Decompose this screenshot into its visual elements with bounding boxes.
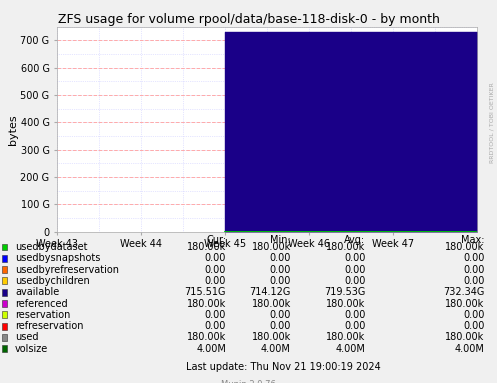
Text: 180.00k: 180.00k xyxy=(445,298,485,309)
Text: 180.00k: 180.00k xyxy=(445,242,485,252)
Text: 715.51G: 715.51G xyxy=(184,287,226,297)
Text: 0.00: 0.00 xyxy=(205,321,226,331)
Text: 0.00: 0.00 xyxy=(344,321,365,331)
Text: 0.00: 0.00 xyxy=(205,265,226,275)
Text: 0.00: 0.00 xyxy=(463,265,485,275)
Text: usedbysnapshots: usedbysnapshots xyxy=(15,253,100,264)
Text: 714.12G: 714.12G xyxy=(249,287,291,297)
Text: 0.00: 0.00 xyxy=(463,253,485,264)
Text: Munin 2.0.76: Munin 2.0.76 xyxy=(221,380,276,383)
Text: ZFS usage for volume rpool/data/base-118-disk-0 - by month: ZFS usage for volume rpool/data/base-118… xyxy=(58,13,439,26)
Text: 0.00: 0.00 xyxy=(344,310,365,320)
Text: volsize: volsize xyxy=(15,344,48,354)
Text: Cur:: Cur: xyxy=(206,235,226,245)
Text: 0.00: 0.00 xyxy=(344,276,365,286)
Text: 180.00k: 180.00k xyxy=(251,242,291,252)
Text: usedbyrefreservation: usedbyrefreservation xyxy=(15,265,119,275)
Text: 0.00: 0.00 xyxy=(205,310,226,320)
Text: 732.34G: 732.34G xyxy=(443,287,485,297)
Text: available: available xyxy=(15,287,59,297)
Text: Min:: Min: xyxy=(270,235,291,245)
Text: 180.00k: 180.00k xyxy=(187,332,226,342)
Text: 180.00k: 180.00k xyxy=(251,332,291,342)
Text: 0.00: 0.00 xyxy=(269,321,291,331)
Text: reservation: reservation xyxy=(15,310,70,320)
Text: Avg:: Avg: xyxy=(344,235,365,245)
Text: 4.00M: 4.00M xyxy=(455,344,485,354)
Text: 0.00: 0.00 xyxy=(269,253,291,264)
Text: 0.00: 0.00 xyxy=(269,265,291,275)
Text: 0.00: 0.00 xyxy=(463,310,485,320)
Text: 180.00k: 180.00k xyxy=(445,332,485,342)
Text: 180.00k: 180.00k xyxy=(326,332,365,342)
Text: 0.00: 0.00 xyxy=(269,276,291,286)
Text: usedbydataset: usedbydataset xyxy=(15,242,87,252)
Text: 0.00: 0.00 xyxy=(344,253,365,264)
Text: 4.00M: 4.00M xyxy=(335,344,365,354)
Text: 0.00: 0.00 xyxy=(344,265,365,275)
Text: referenced: referenced xyxy=(15,298,68,309)
Text: 0.00: 0.00 xyxy=(205,253,226,264)
Text: 180.00k: 180.00k xyxy=(326,298,365,309)
Text: 0.00: 0.00 xyxy=(463,321,485,331)
Text: 180.00k: 180.00k xyxy=(187,242,226,252)
Text: RRDTOOL / TOBI OETIKER: RRDTOOL / TOBI OETIKER xyxy=(490,82,495,163)
Y-axis label: bytes: bytes xyxy=(7,114,17,144)
Text: 180.00k: 180.00k xyxy=(187,298,226,309)
Text: 719.53G: 719.53G xyxy=(324,287,365,297)
Text: 0.00: 0.00 xyxy=(205,276,226,286)
Text: 180.00k: 180.00k xyxy=(251,298,291,309)
Text: 0.00: 0.00 xyxy=(269,310,291,320)
Text: used: used xyxy=(15,332,38,342)
Text: usedbychildren: usedbychildren xyxy=(15,276,89,286)
Text: 180.00k: 180.00k xyxy=(326,242,365,252)
Text: 4.00M: 4.00M xyxy=(261,344,291,354)
Text: Max:: Max: xyxy=(461,235,485,245)
Text: Last update: Thu Nov 21 19:00:19 2024: Last update: Thu Nov 21 19:00:19 2024 xyxy=(186,362,381,372)
Text: 0.00: 0.00 xyxy=(463,276,485,286)
Text: 4.00M: 4.00M xyxy=(196,344,226,354)
Text: refreservation: refreservation xyxy=(15,321,83,331)
